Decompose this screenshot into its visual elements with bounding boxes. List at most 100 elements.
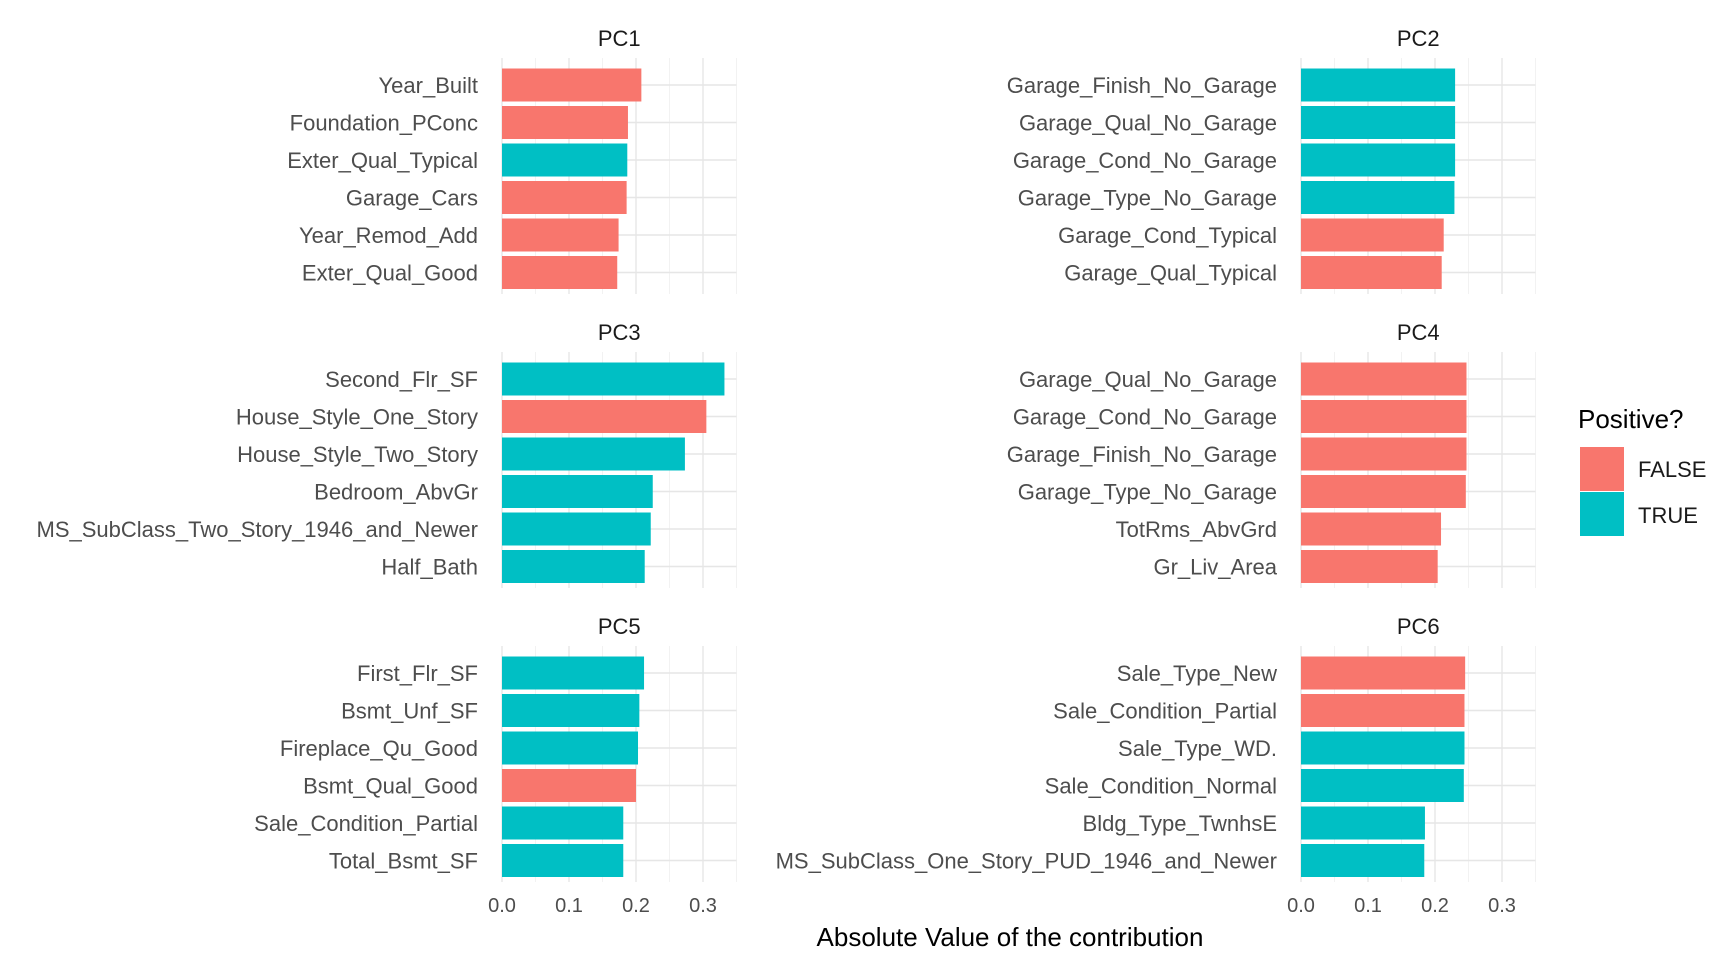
bar: [1301, 437, 1467, 471]
legend-swatch-true: [1580, 492, 1624, 536]
category-label: Garage_Type_No_Garage: [1018, 186, 1277, 211]
x-tick-label: 0.0: [488, 895, 516, 917]
bar: [502, 844, 624, 877]
bar: [502, 475, 653, 508]
legend-swatch-false: [1580, 447, 1624, 491]
bar: [1301, 844, 1425, 877]
bar: [502, 362, 725, 396]
category-label: Year_Remod_Add: [299, 223, 478, 248]
bar: [1301, 362, 1467, 396]
bar: [1301, 106, 1456, 139]
category-label: Sale_Condition_Partial: [1053, 699, 1277, 724]
category-label: Gr_Liv_Area: [1153, 555, 1277, 580]
category-label: MS_SubClass_Two_Story_1946_and_Newer: [37, 517, 478, 542]
facet-title: PC5: [598, 614, 641, 639]
x-tick-label: 0.1: [555, 895, 583, 917]
bar: [502, 181, 627, 214]
bar: [1301, 769, 1464, 802]
x-tick-label: 0.0: [1287, 895, 1315, 917]
bar: [502, 143, 628, 177]
panel-pc1: PC1 Year_Built Foundation_PConc Exter_Qual_…: [287, 26, 737, 294]
facet-title: PC4: [1397, 320, 1440, 345]
bar: [502, 806, 624, 840]
category-label: Garage_Qual_No_Garage: [1019, 367, 1277, 392]
category-label: Garage_Cond_Typical: [1058, 223, 1277, 248]
panel-pc5: PC5 First_Flr_SF Bsmt_Unf_SF Fireplace_Qu_G…: [254, 614, 737, 917]
bar: [502, 256, 618, 289]
category-label: Year_Built: [379, 73, 478, 98]
x-tick-label: 0.3: [1488, 895, 1516, 917]
category-label: Fireplace_Qu_Good: [280, 736, 478, 761]
category-label: Garage_Qual_No_Garage: [1019, 111, 1277, 136]
x-tick-label: 0.1: [1354, 895, 1382, 917]
bar: [1301, 400, 1467, 433]
category-label: Total_Bsmt_SF: [329, 849, 478, 874]
category-label: Bldg_Type_TwnhsE: [1083, 811, 1277, 836]
category-label: Sale_Condition_Partial: [254, 811, 478, 836]
bar: [502, 656, 645, 690]
bar: [1301, 512, 1442, 546]
bar: [502, 769, 636, 802]
legend: Positive? FALSE TRUE: [1578, 404, 1706, 536]
bar: [1301, 218, 1444, 252]
panel-pc3: PC3 Second_Flr_SF House_Style_One_Story Hou…: [37, 320, 737, 588]
category-label: Bedroom_AbvGr: [314, 480, 478, 505]
category-label: First_Flr_SF: [357, 661, 478, 686]
bar: [1301, 68, 1456, 102]
category-label: Sale_Type_WD.: [1118, 736, 1277, 761]
panels: PC1 Year_Built Foundation_PConc Exter_Qual_…: [37, 26, 1536, 917]
legend-label-false: FALSE: [1638, 457, 1706, 482]
bar: [1301, 806, 1425, 840]
category-label: Garage_Finish_No_Garage: [1007, 442, 1277, 467]
bar: [502, 512, 651, 546]
bar: [1301, 550, 1438, 583]
bar: [502, 106, 628, 139]
x-tick-label: 0.3: [689, 895, 717, 917]
panel-pc6: PC6 Sale_Type_New Sale_Condition_Partial Sa…: [776, 614, 1536, 917]
legend-label-true: TRUE: [1638, 503, 1698, 528]
category-label: Sale_Condition_Normal: [1045, 774, 1277, 799]
category-label: Half_Bath: [381, 555, 478, 580]
category-label: Garage_Type_No_Garage: [1018, 480, 1277, 505]
category-label: House_Style_One_Story: [236, 405, 478, 430]
bar: [502, 68, 642, 102]
bar: [1301, 143, 1456, 177]
category-label: MS_SubClass_One_Story_PUD_1946_and_Newer: [776, 849, 1277, 874]
x-tick-label: 0.2: [622, 895, 650, 917]
category-label: Second_Flr_SF: [325, 367, 478, 392]
panel-pc2: PC2 Garage_Finish_No_Garage Garage_Qual_No…: [1007, 26, 1536, 294]
legend-title: Positive?: [1578, 404, 1684, 434]
category-label: House_Style_Two_Story: [237, 442, 478, 467]
facet-title: PC2: [1397, 26, 1440, 51]
category-label: Garage_Cars: [346, 186, 478, 211]
category-label: Sale_Type_New: [1117, 661, 1277, 686]
category-label: Bsmt_Unf_SF: [341, 699, 478, 724]
x-tick-label: 0.2: [1421, 895, 1449, 917]
bar: [502, 550, 645, 583]
bar: [502, 731, 639, 765]
category-label: Garage_Finish_No_Garage: [1007, 73, 1277, 98]
bar: [1301, 181, 1455, 214]
bar: [502, 437, 685, 471]
x-axis-title: Absolute Value of the contribution: [817, 922, 1204, 952]
facet-title: PC6: [1397, 614, 1440, 639]
panel-pc4: PC4 Garage_Qual_No_Garage Garage_Cond_No_G…: [1007, 320, 1536, 588]
bar: [1301, 731, 1465, 765]
category-label: Foundation_PConc: [290, 111, 478, 136]
category-label: Bsmt_Qual_Good: [303, 774, 478, 799]
bar: [502, 694, 640, 727]
category-label: Garage_Cond_No_Garage: [1013, 148, 1277, 173]
bar: [502, 218, 619, 252]
category-label: TotRms_AbvGrd: [1116, 517, 1277, 542]
category-label: Garage_Cond_No_Garage: [1013, 405, 1277, 430]
facet-title: PC1: [598, 26, 641, 51]
facet-title: PC3: [598, 320, 641, 345]
bar: [1301, 694, 1465, 727]
bar: [502, 400, 707, 433]
category-label: Exter_Qual_Typical: [287, 148, 478, 173]
bar: [1301, 256, 1442, 289]
bar: [1301, 656, 1466, 690]
category-label: Exter_Qual_Good: [302, 261, 478, 286]
bar: [1301, 475, 1466, 508]
